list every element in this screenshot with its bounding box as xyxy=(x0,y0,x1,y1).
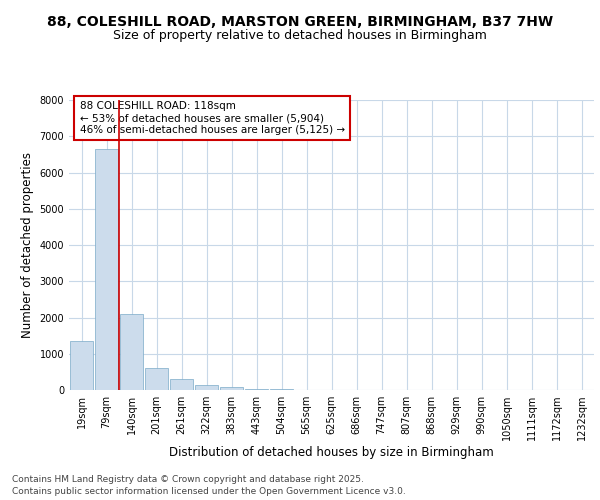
Bar xyxy=(70,341,93,390)
Text: Contains public sector information licensed under the Open Government Licence v3: Contains public sector information licen… xyxy=(12,486,406,496)
Bar xyxy=(195,384,218,390)
Text: Contains HM Land Registry data © Crown copyright and database right 2025.: Contains HM Land Registry data © Crown c… xyxy=(12,476,364,484)
Text: 88, COLESHILL ROAD, MARSTON GREEN, BIRMINGHAM, B37 7HW: 88, COLESHILL ROAD, MARSTON GREEN, BIRMI… xyxy=(47,16,553,30)
Bar xyxy=(245,388,268,390)
Bar xyxy=(145,368,168,390)
Text: 88 COLESHILL ROAD: 118sqm
← 53% of detached houses are smaller (5,904)
46% of se: 88 COLESHILL ROAD: 118sqm ← 53% of detac… xyxy=(79,102,344,134)
Bar xyxy=(170,379,193,390)
Bar xyxy=(95,149,118,390)
Bar xyxy=(120,314,143,390)
Bar xyxy=(220,387,243,390)
Y-axis label: Number of detached properties: Number of detached properties xyxy=(21,152,34,338)
Text: Size of property relative to detached houses in Birmingham: Size of property relative to detached ho… xyxy=(113,28,487,42)
X-axis label: Distribution of detached houses by size in Birmingham: Distribution of detached houses by size … xyxy=(169,446,494,459)
